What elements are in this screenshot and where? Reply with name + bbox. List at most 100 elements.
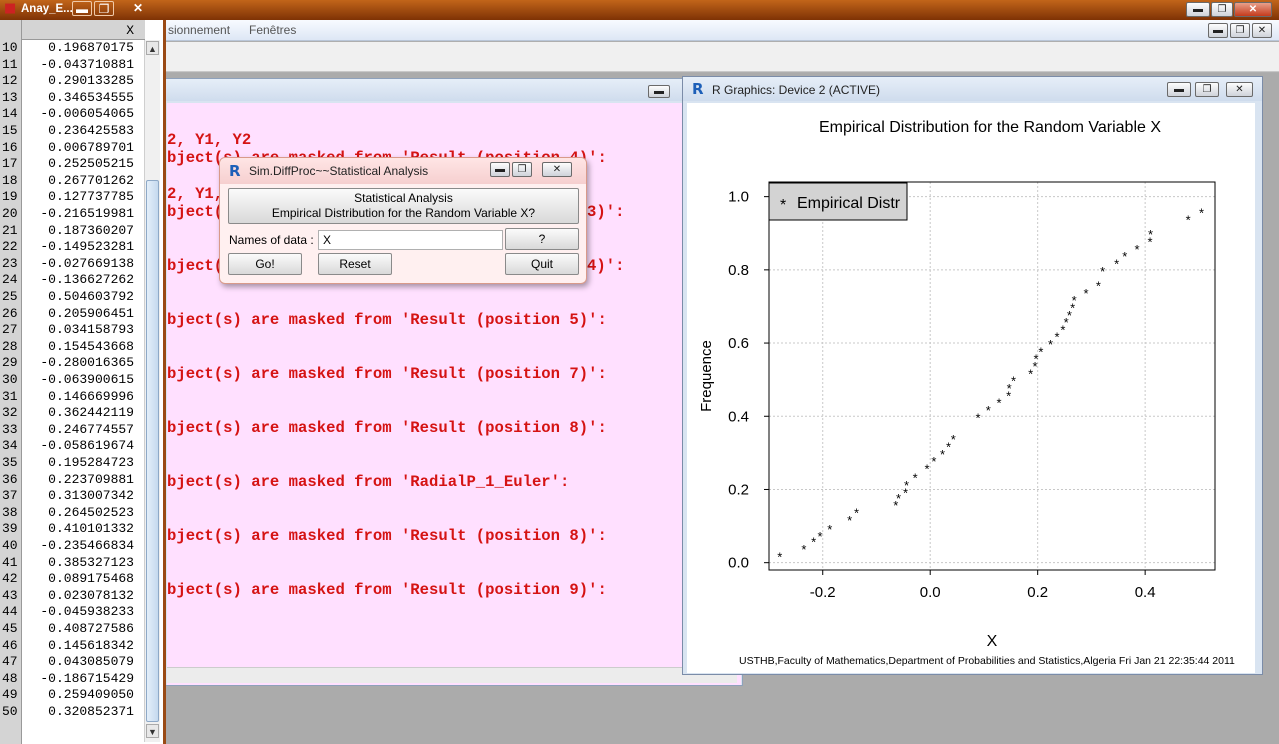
editor-close-button[interactable]: ✕ (132, 1, 144, 15)
graphics-maximize-button[interactable]: ❐ (1195, 82, 1219, 97)
data-cell[interactable]: 0.195284723 (48, 455, 134, 470)
data-cell[interactable]: 0.006789701 (48, 139, 134, 155)
row-number[interactable]: 43 (2, 587, 18, 603)
row-number[interactable]: 50 (2, 704, 18, 719)
row-number[interactable]: 20 (2, 206, 18, 221)
row-number[interactable]: 45 (2, 621, 18, 636)
data-cell[interactable]: 0.043085079 (48, 654, 134, 670)
row-number[interactable]: 47 (2, 654, 18, 670)
row-number[interactable]: 46 (2, 637, 18, 653)
main-close-button[interactable]: ✕ (1234, 2, 1272, 17)
data-cell[interactable]: 0.127737785 (48, 189, 134, 205)
scrollbar-thumb[interactable] (146, 180, 159, 722)
row-number[interactable]: 27 (2, 322, 18, 338)
data-cell[interactable]: 0.145618342 (48, 637, 134, 653)
menu-item-redimensionnement[interactable]: sionnement (168, 23, 231, 37)
data-cell[interactable]: -0.058619674 (40, 438, 134, 454)
data-cell[interactable]: 0.362442119 (48, 405, 134, 421)
row-number[interactable]: 17 (2, 156, 18, 172)
data-cell[interactable]: -0.149523281 (40, 239, 134, 255)
scroll-down-arrow-icon[interactable]: ▼ (146, 724, 159, 738)
console-horizontal-scrollbar[interactable] (167, 667, 737, 683)
data-cell[interactable]: -0.045938233 (40, 604, 134, 620)
data-cell[interactable]: 0.264502523 (48, 504, 134, 520)
main-maximize-button[interactable]: ❐ (1211, 2, 1233, 17)
row-number[interactable]: 40 (2, 538, 18, 553)
data-cell[interactable]: 0.205906451 (48, 305, 134, 321)
data-cell[interactable]: 0.252505215 (48, 156, 134, 172)
data-cell[interactable]: 0.504603792 (48, 289, 134, 304)
data-cell[interactable]: -0.186715429 (40, 670, 134, 686)
row-number[interactable]: 37 (2, 488, 18, 504)
row-number[interactable]: 21 (2, 222, 18, 238)
row-number[interactable]: 24 (2, 272, 18, 288)
row-number[interactable]: 28 (2, 338, 18, 354)
data-cell[interactable]: -0.027669138 (40, 255, 134, 271)
row-number[interactable]: 19 (2, 189, 18, 205)
graphics-minimize-button[interactable]: ▬ (1167, 82, 1191, 97)
graphics-close-button[interactable]: ✕ (1226, 82, 1253, 97)
row-number[interactable]: 36 (2, 471, 18, 487)
row-number[interactable]: 44 (2, 604, 18, 620)
data-cell[interactable]: 0.187360207 (48, 222, 134, 238)
data-cell[interactable]: -0.136627262 (40, 272, 134, 288)
row-number[interactable]: 30 (2, 372, 18, 387)
main-minimize-button[interactable]: ▬ (1186, 2, 1210, 17)
scroll-up-arrow-icon[interactable]: ▲ (146, 41, 159, 55)
data-cell[interactable]: 0.290133285 (48, 73, 134, 89)
row-number[interactable]: 13 (2, 89, 18, 105)
row-number[interactable]: 26 (2, 305, 18, 321)
editor-maximize-button[interactable]: ❐ (94, 1, 114, 16)
row-number[interactable]: 12 (2, 73, 18, 89)
row-number[interactable]: 11 (2, 56, 18, 72)
data-cell[interactable]: 0.408727586 (48, 621, 134, 636)
row-number[interactable]: 14 (2, 106, 18, 122)
quit-button[interactable]: Quit (505, 253, 579, 275)
data-cell[interactable]: -0.235466834 (40, 538, 134, 553)
analysis-header-button[interactable]: Statistical Analysis Empirical Distribut… (228, 188, 579, 224)
row-number[interactable]: 22 (2, 239, 18, 255)
data-cell[interactable]: 0.196870175 (48, 40, 134, 55)
console-minimize-button[interactable]: ▬ (648, 85, 670, 98)
row-number[interactable]: 10 (2, 40, 18, 55)
dialog-minimize-button[interactable]: ▬ (490, 162, 510, 177)
row-number[interactable]: 48 (2, 670, 18, 686)
row-number[interactable]: 35 (2, 455, 18, 470)
row-number[interactable]: 15 (2, 123, 18, 138)
data-cell[interactable]: 0.410101332 (48, 521, 134, 537)
data-editor-vertical-scrollbar[interactable]: ▲ ▼ (144, 40, 160, 742)
names-of-data-input[interactable] (318, 230, 503, 250)
data-cell[interactable]: 0.223709881 (48, 471, 134, 487)
menu-item-fenetres[interactable]: Fenêtres (249, 23, 297, 37)
data-cell[interactable]: -0.063900615 (40, 372, 134, 387)
go-button[interactable]: Go! (228, 253, 302, 275)
mdi-minimize-button[interactable]: ▬ (1208, 23, 1228, 38)
row-number[interactable]: 32 (2, 405, 18, 421)
data-cell[interactable]: 0.154543668 (48, 338, 134, 354)
row-number[interactable]: 16 (2, 139, 18, 155)
data-cell[interactable]: 0.313007342 (48, 488, 134, 504)
row-number[interactable]: 38 (2, 504, 18, 520)
dialog-close-button[interactable]: ✕ (542, 162, 572, 177)
data-cell[interactable]: -0.006054065 (40, 106, 134, 122)
mdi-close-button[interactable]: ✕ (1252, 23, 1272, 38)
data-cell[interactable]: 0.236425583 (48, 123, 134, 138)
row-number[interactable]: 29 (2, 355, 18, 371)
data-cell[interactable]: 0.259409050 (48, 687, 134, 703)
data-cell[interactable]: -0.216519981 (40, 206, 134, 221)
data-cell[interactable]: 0.246774557 (48, 421, 134, 437)
dialog-maximize-button[interactable]: ❐ (512, 162, 532, 177)
data-cell[interactable]: -0.280016365 (40, 355, 134, 371)
help-button[interactable]: ? (505, 228, 579, 250)
data-cell[interactable]: 0.385327123 (48, 554, 134, 570)
data-cell[interactable]: 0.089175468 (48, 571, 134, 587)
mdi-restore-button[interactable]: ❐ (1230, 23, 1250, 38)
row-number[interactable]: 34 (2, 438, 18, 454)
row-number[interactable]: 25 (2, 289, 18, 304)
row-number[interactable]: 39 (2, 521, 18, 537)
data-cell[interactable]: 0.320852371 (48, 704, 134, 719)
editor-minimize-button[interactable]: ▬ (72, 1, 92, 16)
data-cell[interactable]: 0.267701262 (48, 172, 134, 188)
reset-button[interactable]: Reset (318, 253, 392, 275)
row-number[interactable]: 31 (2, 388, 18, 404)
